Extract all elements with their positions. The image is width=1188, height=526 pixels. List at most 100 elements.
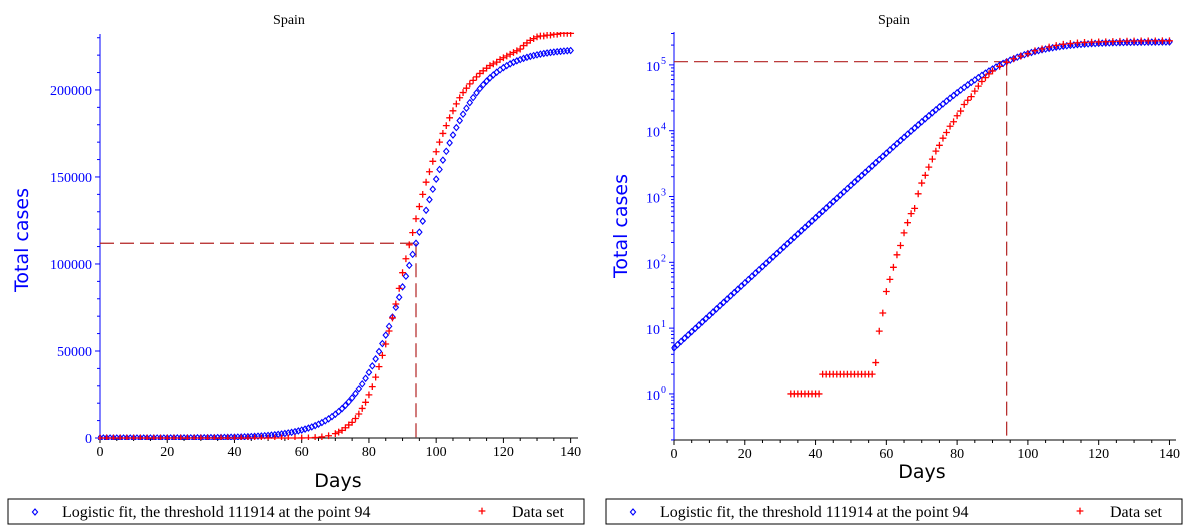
fit-point bbox=[1113, 38, 1120, 47]
right-x-tick-label: 40 bbox=[809, 447, 823, 462]
right-threshold-guides bbox=[674, 61, 1008, 440]
data-point bbox=[415, 203, 423, 210]
data-point bbox=[150, 434, 158, 440]
fit-point bbox=[759, 262, 766, 271]
fit-point bbox=[875, 155, 883, 164]
fit-point bbox=[837, 191, 844, 199]
right-y-tick-label: 10 bbox=[646, 323, 660, 338]
left-x-tick-label: 60 bbox=[295, 445, 309, 460]
left-legend-fit-label: Logistic fit, the threshold 111914 at th… bbox=[62, 504, 371, 521]
fit-point bbox=[409, 250, 416, 259]
data-point bbox=[197, 434, 205, 440]
data-point bbox=[355, 410, 363, 418]
right-y-tick-label: 10 bbox=[646, 192, 660, 207]
data-point bbox=[1095, 38, 1103, 46]
data-point bbox=[1102, 38, 1110, 46]
data-point bbox=[921, 171, 929, 179]
fit-point bbox=[691, 324, 699, 333]
data-point bbox=[368, 383, 376, 391]
fit-point bbox=[929, 108, 936, 117]
fit-point bbox=[677, 337, 685, 346]
fit-point bbox=[918, 117, 926, 126]
right-y-tick-label: 10 bbox=[646, 126, 660, 141]
right-legend-data-marker bbox=[1076, 507, 1084, 515]
data-point bbox=[365, 391, 373, 399]
data-point bbox=[914, 190, 922, 198]
data-point bbox=[190, 434, 198, 440]
data-point bbox=[1017, 52, 1025, 60]
data-point bbox=[547, 32, 554, 39]
right-data-set-series bbox=[787, 37, 1173, 398]
fit-point bbox=[755, 265, 763, 274]
fit-point bbox=[432, 175, 440, 183]
data-point bbox=[1130, 37, 1138, 45]
data-point bbox=[932, 147, 940, 155]
fit-point bbox=[328, 412, 336, 421]
data-point bbox=[375, 363, 383, 371]
right-x-axis-title: Days bbox=[898, 461, 945, 483]
fit-point bbox=[780, 243, 788, 251]
data-point bbox=[143, 434, 151, 440]
fit-point bbox=[695, 321, 703, 329]
data-point bbox=[419, 190, 427, 198]
fit-point bbox=[911, 124, 918, 132]
data-point bbox=[996, 62, 1003, 70]
left-threshold-guides bbox=[100, 242, 417, 438]
fit-point bbox=[530, 51, 537, 60]
fit-point bbox=[345, 397, 353, 406]
fit-point bbox=[801, 223, 809, 232]
fit-point bbox=[446, 139, 453, 147]
fit-point bbox=[808, 217, 816, 225]
fit-point bbox=[439, 156, 447, 164]
data-point bbox=[123, 434, 131, 440]
data-point bbox=[251, 434, 259, 440]
fit-point bbox=[456, 116, 464, 125]
left-y-tick-label: 0 bbox=[85, 432, 92, 447]
data-point bbox=[911, 204, 919, 212]
fit-point bbox=[698, 318, 706, 326]
data-point bbox=[936, 141, 943, 149]
fit-point bbox=[1148, 38, 1156, 46]
fit-point bbox=[399, 283, 406, 291]
fit-point bbox=[526, 52, 534, 61]
fit-point bbox=[375, 347, 383, 356]
data-point bbox=[163, 434, 171, 440]
fit-point bbox=[355, 385, 363, 393]
data-point bbox=[1074, 39, 1081, 47]
fit-point bbox=[295, 427, 302, 435]
left-chart-title: Spain bbox=[273, 13, 305, 28]
fit-point bbox=[886, 146, 894, 154]
fit-point bbox=[872, 158, 880, 167]
data-point bbox=[110, 434, 117, 440]
left-x-axis-title: Days bbox=[314, 470, 361, 492]
left-x-tick-label: 0 bbox=[97, 445, 104, 460]
left-x-tick-label: 100 bbox=[426, 445, 447, 460]
fit-point bbox=[1028, 48, 1035, 57]
fit-point bbox=[854, 175, 862, 183]
left-axes: 0 20 40 60 80 100 120 140 0 50000 100000 150000 2000… bbox=[50, 34, 581, 460]
data-point bbox=[439, 130, 447, 137]
fit-point bbox=[681, 334, 688, 343]
fit-point bbox=[879, 152, 887, 161]
fit-point bbox=[1141, 38, 1149, 47]
data-point bbox=[385, 327, 393, 335]
data-point bbox=[904, 219, 911, 227]
data-point bbox=[533, 33, 541, 41]
fit-point bbox=[348, 394, 356, 402]
data-point bbox=[469, 76, 477, 84]
data-point bbox=[231, 434, 238, 440]
fit-point bbox=[865, 165, 872, 174]
data-point bbox=[170, 434, 178, 440]
fit-point bbox=[298, 426, 306, 434]
fit-point bbox=[416, 228, 423, 236]
fit-point bbox=[730, 288, 738, 297]
data-point bbox=[1109, 38, 1117, 45]
left-x-tick-label: 120 bbox=[493, 445, 514, 460]
data-point bbox=[325, 432, 332, 440]
fit-point bbox=[496, 65, 504, 74]
data-point bbox=[1038, 45, 1046, 53]
data-point bbox=[1003, 58, 1011, 66]
fit-point bbox=[829, 197, 837, 206]
data-point bbox=[516, 45, 524, 53]
